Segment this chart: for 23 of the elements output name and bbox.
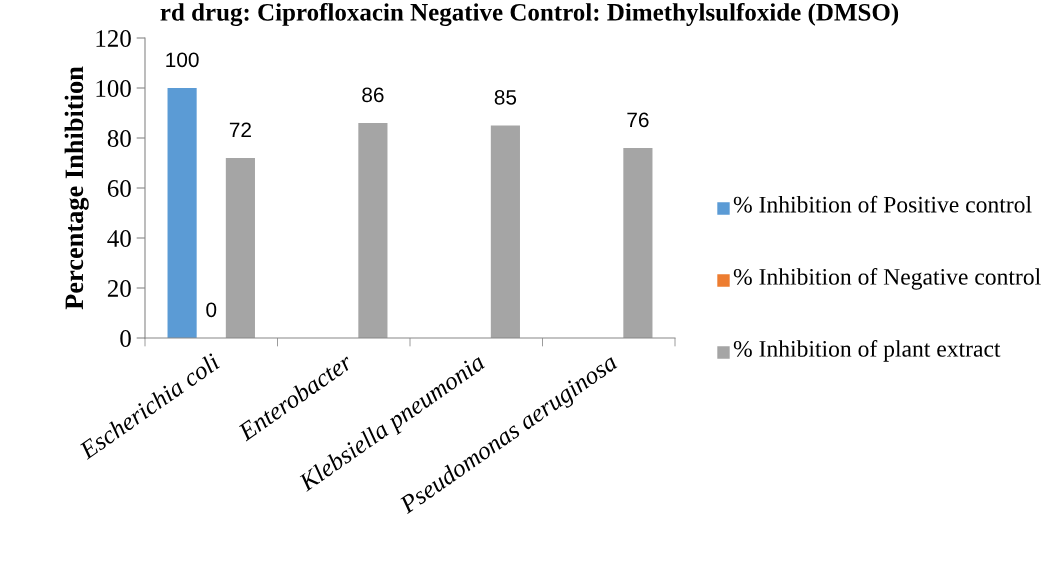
legend-label: % Inhibition of Negative control bbox=[733, 268, 1041, 290]
data-label: 86 bbox=[362, 87, 384, 103]
y-tick-label: 40 bbox=[107, 230, 131, 247]
y-tick-label: 20 bbox=[107, 280, 131, 297]
y-tick-label: 0 bbox=[120, 330, 131, 347]
data-label: 85 bbox=[494, 89, 517, 105]
bar bbox=[167, 88, 197, 338]
bar bbox=[358, 123, 388, 338]
bar bbox=[490, 125, 520, 338]
y-tick-label: 100 bbox=[96, 80, 131, 97]
y-axis-title: Percentage Inhibition bbox=[64, 66, 89, 310]
data-label: 100 bbox=[166, 52, 199, 68]
data-label: 76 bbox=[627, 112, 649, 128]
bar bbox=[225, 158, 255, 338]
legend-label: % Inhibition of Positive control bbox=[733, 195, 1032, 213]
data-label: 72 bbox=[229, 122, 251, 138]
legend-label: % Inhibition of plant extract bbox=[733, 340, 1001, 362]
y-tick-label: 120 bbox=[96, 30, 131, 47]
y-tick-label: 60 bbox=[107, 180, 131, 197]
data-label: 0 bbox=[206, 302, 217, 318]
y-tick-label: 80 bbox=[107, 130, 131, 147]
chart-title: rd drug: Ciprofloxacin Negative Control: Dimethylsulfoxide (DMSO) bbox=[160, 2, 899, 27]
bar bbox=[623, 148, 653, 338]
